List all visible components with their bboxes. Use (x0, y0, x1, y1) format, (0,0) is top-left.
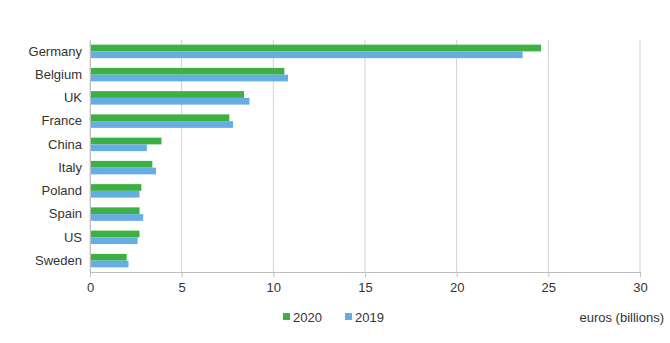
bar (90, 98, 250, 105)
tick: 10 (267, 272, 281, 295)
bar (90, 191, 140, 198)
tick: Germany (29, 44, 90, 59)
tick: Spain (49, 206, 90, 221)
tick: 15 (358, 272, 372, 295)
category-label: France (42, 113, 82, 128)
category-label: Sweden (35, 253, 82, 268)
bar (90, 121, 233, 128)
bar (90, 168, 156, 175)
plot: 0 5 10 15 20 25 30 Germany Belgium UK France China I… (29, 40, 648, 295)
tick: 25 (542, 272, 556, 295)
bar (90, 68, 284, 75)
tick: UK (64, 90, 90, 105)
bar (90, 237, 138, 244)
x-axis: 0 5 10 15 20 25 30 (87, 272, 648, 295)
tick-mark (548, 272, 549, 277)
tick: Poland (42, 183, 90, 198)
tick: 5 (179, 272, 186, 295)
tick: Belgium (35, 67, 90, 82)
series (90, 45, 541, 261)
tick: US (64, 230, 90, 245)
bar (90, 138, 162, 145)
tick: France (42, 113, 90, 128)
category-label: US (64, 230, 82, 245)
legend-label: 2019 (355, 310, 384, 325)
tick: 30 (633, 272, 647, 295)
x-axis-line (91, 273, 641, 278)
grid-line (548, 40, 549, 272)
y-axis: Germany Belgium UK France China Italy Poland Sp… (29, 41, 91, 273)
grid-line (365, 40, 366, 272)
series (90, 51, 523, 267)
category-label: Germany (29, 44, 83, 59)
tick-label: 25 (542, 280, 556, 295)
tick-label: 30 (633, 280, 647, 295)
grid-line (90, 40, 91, 272)
tick-mark (457, 272, 458, 277)
tick: 20 (450, 272, 464, 295)
bar (90, 184, 141, 191)
axis-title: euros (billions) (579, 310, 664, 325)
category-label: Italy (58, 160, 82, 175)
chart: 0 5 10 15 20 25 30 Germany Belgium UK France China I… (0, 0, 670, 343)
grid-line (640, 40, 641, 272)
tick-label: 0 (87, 280, 94, 295)
bar (90, 51, 523, 58)
bar (90, 114, 229, 121)
tick-mark (182, 272, 183, 277)
tick: 0 (87, 272, 94, 295)
bar (90, 254, 127, 261)
bar (90, 91, 244, 98)
legend-label: 2020 (293, 310, 322, 325)
tick-mark (273, 272, 274, 277)
category-label: Belgium (35, 67, 82, 82)
tick-label: 20 (450, 280, 464, 295)
tick-mark (640, 272, 641, 277)
grid (90, 40, 640, 272)
bar (90, 261, 129, 268)
legend-swatch (283, 313, 290, 320)
category-label: China (48, 137, 83, 152)
category-label: Spain (49, 206, 82, 221)
tick-label: 10 (267, 280, 281, 295)
bar (90, 214, 143, 221)
bar (90, 144, 147, 151)
y-axis-line (90, 41, 91, 273)
legend: 2020 2019 (283, 310, 384, 325)
tick-label: 15 (358, 280, 372, 295)
category-label: UK (64, 90, 82, 105)
category-label: Poland (42, 183, 82, 198)
legend-item: 2019 (345, 310, 384, 325)
tick-label: 5 (179, 280, 186, 295)
bars (90, 45, 541, 268)
bar (90, 207, 140, 214)
tick-mark (90, 272, 91, 277)
bar (90, 231, 140, 238)
tick-mark (365, 272, 366, 277)
tick: China (48, 137, 90, 152)
bar (90, 75, 288, 82)
bar (90, 45, 541, 52)
bar (90, 161, 152, 168)
grid-line (456, 40, 457, 272)
legend-item: 2020 (283, 310, 322, 325)
legend-swatch (345, 313, 352, 320)
tick: Italy (58, 160, 90, 175)
tick: Sweden (35, 253, 90, 268)
